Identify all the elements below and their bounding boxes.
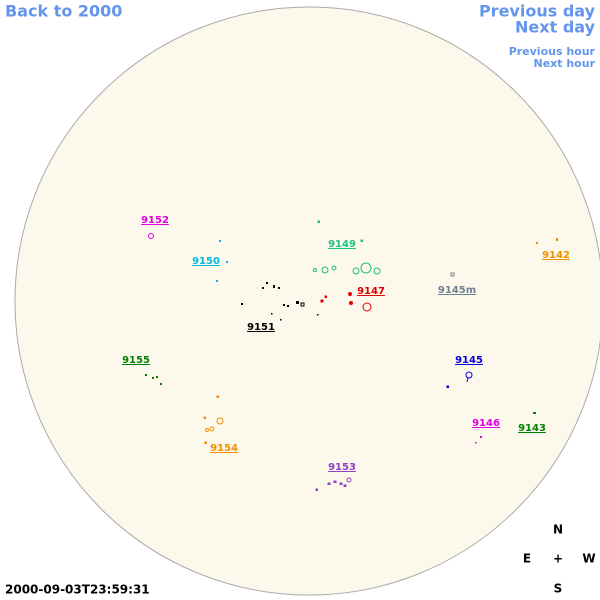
region-label: 9154 <box>210 443 238 454</box>
next-hour-link[interactable]: Next hour <box>534 57 596 70</box>
spot-group <box>203 395 224 444</box>
previous-hour-link[interactable]: Previous hour <box>509 45 596 58</box>
sunspots <box>145 220 558 491</box>
compass-north: N <box>553 523 563 537</box>
compass: N E + W S <box>523 523 596 596</box>
region-label: 9146 <box>472 418 500 429</box>
spot-group <box>475 436 482 444</box>
spot-group <box>446 371 473 388</box>
region-label: 9155 <box>122 355 150 366</box>
region-label: 9149 <box>328 239 356 250</box>
spot-group <box>145 374 536 414</box>
solar-disk <box>14 6 600 596</box>
timestamp: 2000-09-03T23:59:31 <box>5 583 150 597</box>
back-link[interactable]: Back to 2000 <box>5 2 122 21</box>
next-day-link[interactable]: Next day <box>515 18 596 37</box>
region-label: 9152 <box>141 215 169 226</box>
compass-center: + <box>553 552 563 566</box>
region-label: 9153 <box>328 462 356 473</box>
spot-group <box>313 220 381 275</box>
spot-group <box>536 238 558 244</box>
region-labels: 9152 9150 9149 9147 9145m 9142 9151 9155… <box>122 215 570 473</box>
region-label: 9143 <box>518 423 546 434</box>
spot-group <box>216 240 228 282</box>
spot-group <box>320 292 372 312</box>
compass-east: E <box>523 552 531 566</box>
region-label: 9142 <box>542 250 570 261</box>
region-label: 9145 <box>455 355 483 366</box>
spot <box>450 272 455 277</box>
spot-group <box>315 477 352 491</box>
region-label: 9150 <box>192 256 220 267</box>
compass-west: W <box>582 552 595 566</box>
spot <box>148 233 154 239</box>
region-label: 9147 <box>357 286 385 297</box>
region-label: 9145m <box>438 285 476 296</box>
spot-group <box>241 282 319 321</box>
region-label: 9151 <box>247 322 275 333</box>
compass-south: S <box>554 582 563 596</box>
previous-day-link[interactable]: Previous day <box>479 2 596 21</box>
